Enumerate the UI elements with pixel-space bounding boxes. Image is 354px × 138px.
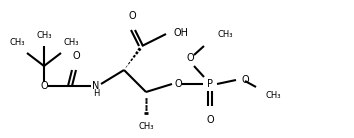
- Text: O: O: [241, 75, 249, 85]
- Text: O: O: [128, 11, 136, 21]
- Text: CH₃: CH₃: [36, 31, 52, 40]
- Text: O: O: [72, 51, 80, 61]
- Text: CH₃: CH₃: [63, 38, 79, 47]
- Text: CH₃: CH₃: [266, 91, 281, 99]
- Text: OH: OH: [174, 28, 189, 38]
- Text: H: H: [93, 88, 99, 98]
- Text: O: O: [174, 79, 182, 89]
- Text: P: P: [207, 79, 213, 89]
- Text: CH₃: CH₃: [218, 30, 234, 39]
- Text: O: O: [206, 115, 214, 125]
- Text: CH₃: CH₃: [138, 122, 154, 131]
- Text: O: O: [186, 53, 194, 63]
- Text: N: N: [92, 81, 100, 91]
- Text: CH₃: CH₃: [9, 38, 25, 47]
- Text: O: O: [40, 81, 48, 91]
